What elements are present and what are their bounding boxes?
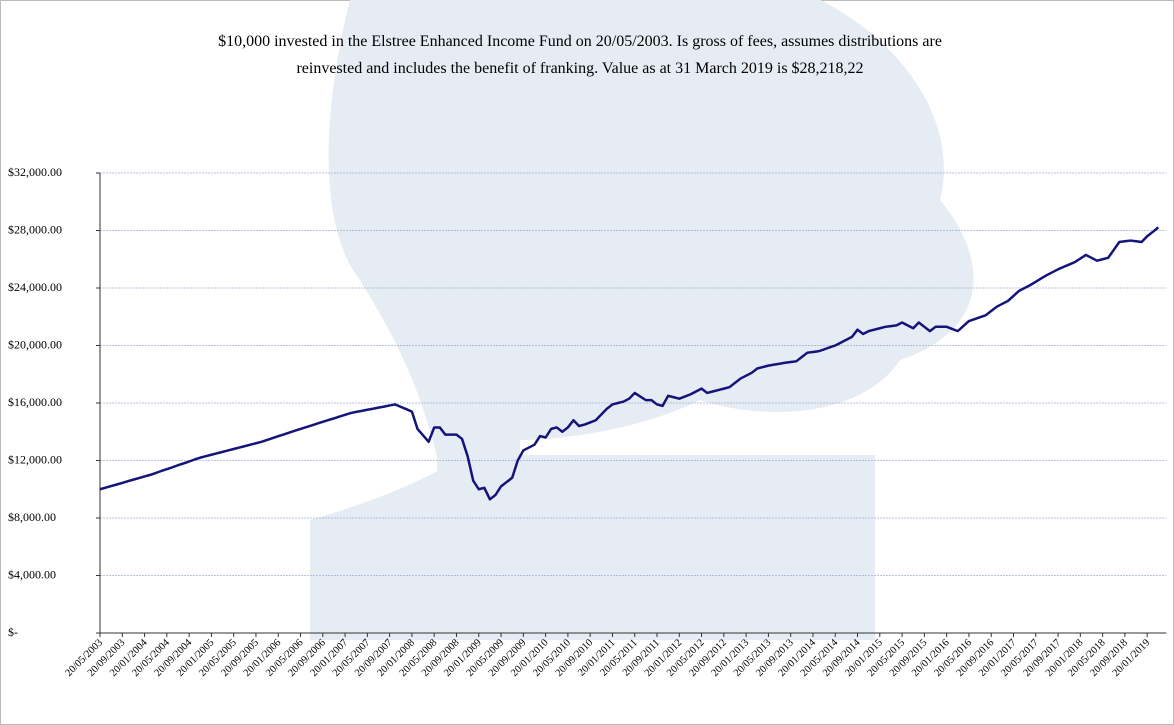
y-tick-label: $32,000.00 [8,165,62,179]
y-tick-label: $- [8,625,18,639]
y-tick-label: $16,000.00 [8,395,62,409]
y-tick-label: $4,000.00 [8,567,56,581]
chart-title: $10,000 invested in the Elstree Enhanced… [218,33,942,50]
chart: $10,000 invested in the Elstree Enhanced… [0,0,1174,725]
y-tick-label: $8,000.00 [8,510,56,524]
watermark [310,0,974,640]
y-tick-label: $12,000.00 [8,452,62,466]
chart-title: reinvested and includes the benefit of f… [296,60,863,77]
y-tick-label: $20,000.00 [8,337,62,351]
y-tick-label: $24,000.00 [8,280,62,294]
y-tick-label: $28,000.00 [8,222,62,236]
